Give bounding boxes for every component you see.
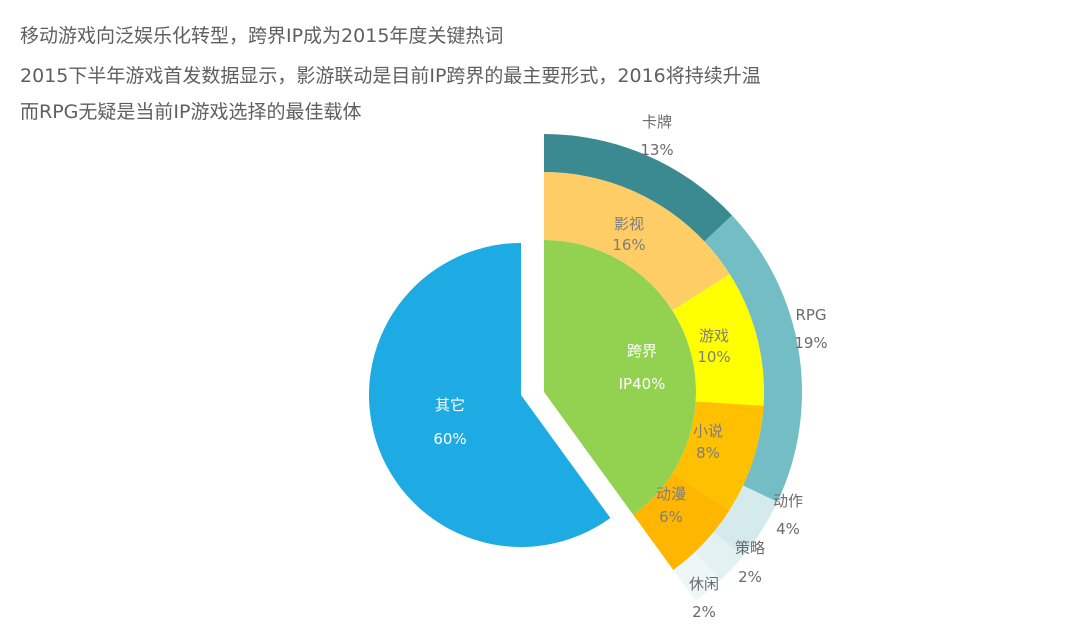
slice-strategy xyxy=(694,532,743,581)
action-name-label: 动作 xyxy=(773,492,803,510)
others-value-label: 60% xyxy=(433,430,466,448)
slice-card xyxy=(544,134,733,242)
rpg-value-label: 19% xyxy=(794,334,827,352)
film-name-label: 影视 xyxy=(614,215,644,233)
anime-name-label: 动漫 xyxy=(656,485,686,503)
rpg-name-label: RPG xyxy=(795,306,826,324)
card-name-label: 卡牌 xyxy=(642,113,672,131)
casual-value-label: 2% xyxy=(692,603,716,621)
ip-name-label: 跨界 xyxy=(627,342,657,360)
slice-others xyxy=(368,242,611,548)
headline-line-3: 而RPG无疑是当前IP游戏选择的最佳载体 xyxy=(20,101,362,123)
slice-casual xyxy=(673,552,721,601)
slice-novel xyxy=(672,401,764,510)
genre-ring xyxy=(544,134,803,601)
game-name-label: 游戏 xyxy=(699,327,729,345)
strategy-value-label: 2% xyxy=(738,568,762,586)
headline-line-1: 移动游戏向泛娱乐化转型，跨界IP成为2015年度关键热词 xyxy=(20,25,504,47)
slice-action xyxy=(713,485,778,557)
anime-value-label: 6% xyxy=(659,508,683,526)
headline-line-2: 2015下半年游戏首发数据显示，影游联动是目前IP跨界的最主要形式，2016将持… xyxy=(20,65,761,87)
strategy-name-label: 策略 xyxy=(735,539,765,557)
slice-game xyxy=(672,274,765,406)
others-name-label: 其它 xyxy=(435,396,465,414)
casual-name-label: 休闲 xyxy=(689,575,719,593)
film-value-label: 16% xyxy=(612,236,645,254)
ip-breakdown-ring xyxy=(544,172,765,570)
novel-name-label: 小说 xyxy=(693,422,723,440)
slice-anime xyxy=(633,473,730,570)
slice-rpg xyxy=(704,215,803,502)
novel-value-label: 8% xyxy=(696,444,720,462)
main-pie xyxy=(368,240,696,548)
slice-film xyxy=(544,172,730,311)
card-value-label: 13% xyxy=(640,141,673,159)
action-value-label: 4% xyxy=(776,520,800,538)
slice-ip xyxy=(544,240,696,515)
ip-value-label: IP40% xyxy=(619,375,666,393)
game-value-label: 10% xyxy=(697,348,730,366)
